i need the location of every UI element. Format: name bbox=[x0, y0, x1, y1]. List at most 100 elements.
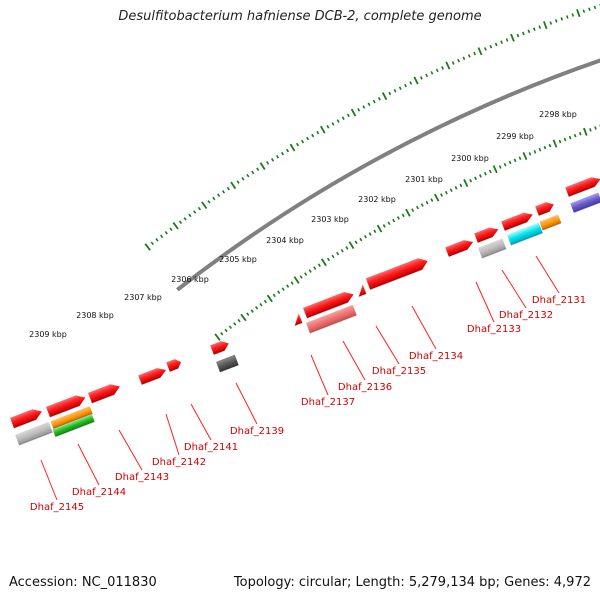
gene-label: Dhaf_2135 bbox=[372, 366, 426, 377]
gene-arrow bbox=[445, 240, 474, 258]
gene-box-shadow bbox=[53, 412, 93, 430]
tick-mark bbox=[516, 33, 520, 38]
gene-arrow-shape bbox=[501, 212, 533, 231]
gene-arrow-shadow bbox=[369, 268, 423, 291]
label-leader-line bbox=[310, 354, 329, 396]
tick-mark bbox=[474, 176, 477, 181]
tick-mark bbox=[409, 81, 413, 85]
tick-mark bbox=[254, 306, 259, 310]
tick-mark bbox=[425, 73, 429, 78]
tick-mark bbox=[246, 312, 250, 317]
tick-mark bbox=[293, 276, 300, 284]
tick-mark bbox=[357, 107, 361, 112]
tick-mark bbox=[508, 160, 512, 165]
tick-mark bbox=[457, 58, 460, 63]
tick-mark bbox=[568, 135, 572, 140]
gene-arrow-shadow bbox=[141, 376, 161, 386]
gene-box-shadow bbox=[18, 431, 53, 446]
gene-arrow-shadow bbox=[538, 210, 550, 217]
tick-mark bbox=[479, 174, 482, 178]
kbp-label: 2303 kbp bbox=[311, 215, 349, 224]
gene-features bbox=[10, 177, 600, 446]
tick-mark bbox=[533, 149, 537, 154]
tick-mark bbox=[316, 130, 320, 135]
gene-label: Dhaf_2131 bbox=[532, 295, 586, 306]
gene-arrow-shape bbox=[445, 240, 474, 257]
tick-mark bbox=[441, 66, 444, 70]
tick-mark bbox=[237, 318, 241, 323]
gene-label: Dhaf_2145 bbox=[30, 502, 84, 513]
kbp-label: 2305 kbp bbox=[219, 255, 257, 264]
tick-mark bbox=[560, 17, 564, 21]
genome-title: Desulfitobacterium hafniense DCB-2, comp… bbox=[118, 9, 482, 24]
tick-mark bbox=[582, 9, 586, 13]
tick-mark bbox=[425, 200, 429, 205]
tick-mark bbox=[588, 7, 591, 12]
tick-mark bbox=[317, 263, 321, 267]
tick-mark bbox=[510, 33, 515, 42]
gene-arrow-shape bbox=[365, 258, 428, 290]
tick-mark bbox=[320, 125, 326, 134]
gene-box-shape bbox=[507, 222, 543, 246]
tick-mark bbox=[326, 257, 330, 262]
gene-box bbox=[306, 304, 357, 334]
tick-mark bbox=[241, 177, 245, 181]
tick-mark bbox=[336, 119, 340, 123]
outer-tick-track bbox=[144, 3, 600, 251]
tick-mark bbox=[434, 193, 440, 202]
gene-arrow-shadow bbox=[477, 236, 493, 244]
kbp-label: 2300 kbp bbox=[451, 154, 489, 163]
kbp-label: 2307 kbp bbox=[124, 293, 162, 302]
tick-mark bbox=[178, 220, 183, 225]
tick-mark bbox=[459, 183, 463, 188]
gene-box-shape bbox=[216, 354, 239, 373]
gene-box-shape bbox=[570, 192, 600, 213]
gene-box bbox=[570, 192, 600, 214]
label-leader-line bbox=[235, 382, 258, 425]
tick-mark bbox=[387, 221, 391, 226]
kbp-label: 2298 kbp bbox=[539, 110, 577, 119]
tick-mark bbox=[299, 275, 303, 279]
gene-arrow-shape bbox=[535, 202, 554, 216]
gene-box bbox=[507, 222, 543, 246]
gene-box-shape bbox=[539, 214, 562, 231]
gene-box-shape bbox=[306, 304, 357, 334]
tick-mark bbox=[331, 122, 335, 126]
tick-mark bbox=[419, 76, 423, 80]
tick-mark bbox=[220, 332, 224, 336]
tick-mark bbox=[150, 241, 154, 246]
gene-box-shadow bbox=[309, 314, 357, 334]
label-leader-line bbox=[411, 305, 437, 350]
genome-summary: Topology: circular; Length: 5,279,134 bp… bbox=[233, 575, 591, 590]
tick-mark bbox=[256, 167, 260, 172]
label-leader-line bbox=[165, 413, 180, 456]
tick-mark bbox=[193, 210, 197, 214]
gene-arrow bbox=[565, 177, 600, 198]
gene-box-shadow bbox=[55, 420, 95, 438]
tick-mark bbox=[416, 205, 419, 210]
tick-mark bbox=[250, 309, 254, 313]
gene-label: Dhaf_2143 bbox=[115, 472, 169, 483]
tick-mark bbox=[313, 266, 317, 270]
gene-arrow-shape bbox=[565, 177, 600, 197]
tick-mark bbox=[201, 201, 208, 209]
kbp-label: 2309 kbp bbox=[29, 330, 67, 339]
tick-mark bbox=[259, 162, 266, 170]
gene-arrow-shadow bbox=[568, 185, 596, 198]
kbp-scale: 2298 kbp 2299 kbp 2300 kbp 2301 kbp 2302 kbp… bbox=[29, 110, 577, 339]
gene-arrow bbox=[303, 292, 354, 319]
tick-mark bbox=[236, 180, 240, 184]
tick-mark bbox=[532, 27, 536, 31]
tick-mark bbox=[230, 181, 237, 190]
tick-mark bbox=[214, 333, 221, 341]
tick-mark bbox=[494, 42, 498, 47]
tick-mark bbox=[263, 299, 267, 304]
gene-box-shadow bbox=[219, 364, 239, 373]
label-leader-line bbox=[501, 269, 527, 309]
tick-mark bbox=[563, 137, 567, 142]
tick-mark bbox=[398, 86, 402, 90]
gene-labels: Dhaf_2131 Dhaf_2132 Dhaf_2133 Dhaf_2134 Dhaf… bbox=[30, 255, 586, 513]
tick-mark bbox=[430, 198, 434, 202]
tick-mark bbox=[543, 145, 547, 150]
gene-arrow-shadow bbox=[213, 349, 225, 356]
